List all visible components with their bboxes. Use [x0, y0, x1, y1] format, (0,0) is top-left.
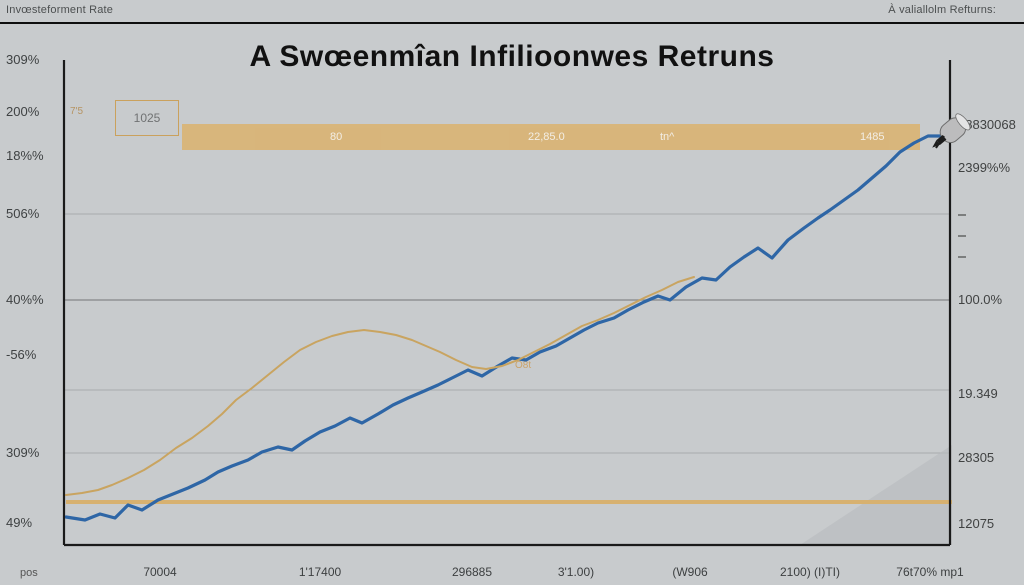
- x-axis-label: 1'17400: [299, 565, 341, 579]
- y-right-label: 2399%%: [958, 160, 1024, 175]
- y-left-label: 309%: [0, 52, 66, 67]
- band-label: tn^: [660, 131, 674, 143]
- y-left-label: 506%: [0, 206, 66, 221]
- x-axis-label: 3'1.00): [558, 565, 594, 579]
- y-right-label: 19.349: [958, 386, 1024, 401]
- y-right-label: 12075: [958, 516, 1024, 531]
- series-label-gold: O8t: [515, 360, 531, 371]
- y-left-label: 40%%: [0, 292, 66, 307]
- chart-frame: Invœsteforment Rate À valiallolm Refturn…: [0, 0, 1024, 585]
- x-axis-label: (W906: [672, 565, 707, 579]
- y-right-label: 100.0%: [958, 292, 1024, 307]
- header-left: Invœsteforment Rate: [6, 4, 113, 16]
- small-left-number: 7'5: [70, 106, 83, 117]
- chart-title: A Swœenmîan Infilioonwes Retruns: [0, 40, 1024, 74]
- x-axis-label: 76t70% mp1: [896, 565, 963, 579]
- x-axis-label: 296885: [452, 565, 492, 579]
- y-right-label: 18830068: [958, 117, 1024, 132]
- band-label: 80: [330, 131, 342, 143]
- header-rule: [0, 22, 1024, 24]
- x-axis-label: 70004: [143, 565, 176, 579]
- y-left-label: 49%: [0, 515, 66, 530]
- y-left-label: 18%%: [0, 148, 66, 163]
- x-axis-corner: pos: [20, 567, 38, 579]
- legend-value: 1025: [134, 111, 161, 125]
- y-right-label: 28305: [958, 450, 1024, 465]
- y-left-label: -56%: [0, 347, 66, 362]
- band-label: 1485: [860, 131, 884, 143]
- y-left-label: 200%: [0, 104, 66, 119]
- band-label: 22,85.0: [528, 131, 565, 143]
- y-left-label: 309%: [0, 445, 66, 460]
- chart-svg: [0, 0, 1024, 585]
- legend-box: 1025: [115, 100, 179, 136]
- gold-band: 80 22,85.0 tn^ 1485: [182, 124, 920, 150]
- x-axis-label: 2100) (I)TI): [780, 565, 840, 579]
- header-right: À valiallolm Refturns:: [888, 4, 996, 16]
